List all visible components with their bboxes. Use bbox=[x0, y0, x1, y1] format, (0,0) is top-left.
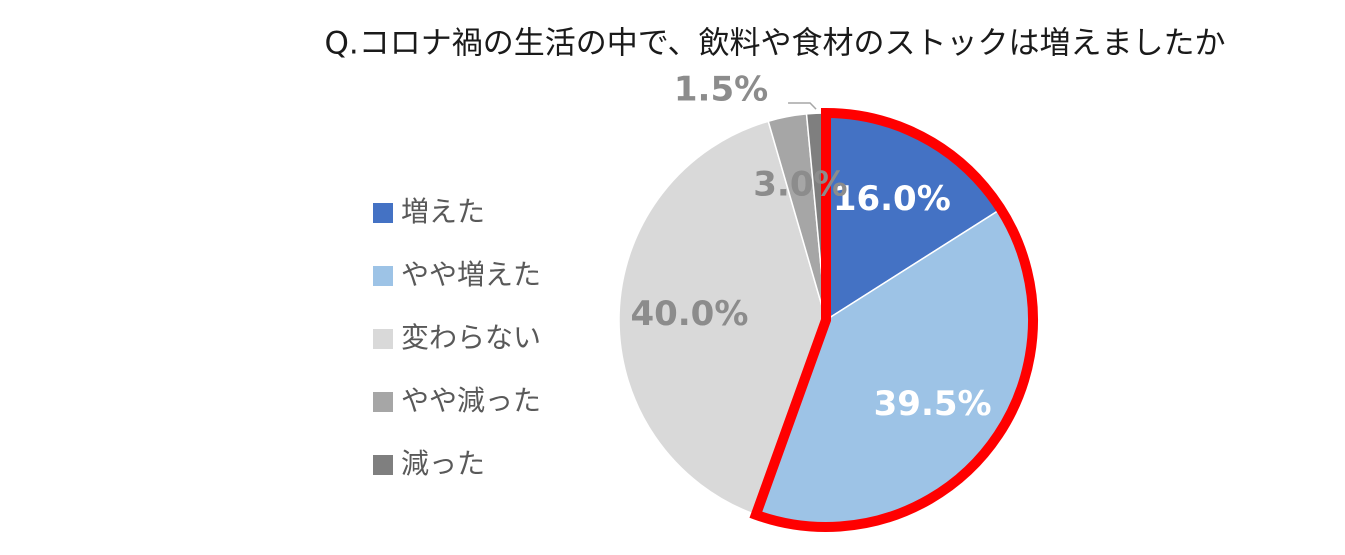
legend-label: 変わらない bbox=[401, 321, 541, 354]
data-label: 39.5% bbox=[874, 384, 992, 424]
pie-slice bbox=[618, 120, 827, 516]
legend-swatch bbox=[373, 392, 393, 412]
legend-swatch bbox=[373, 455, 393, 475]
legend-label: 減った bbox=[401, 447, 485, 480]
data-label: 1.5% bbox=[674, 70, 768, 110]
legend-swatch bbox=[373, 329, 393, 349]
chart-title: Q.コロナ禍の生活の中で、飲料や食材のストックは増えましたか bbox=[324, 26, 1225, 62]
legend-label: 増えた bbox=[401, 195, 485, 228]
leader-line bbox=[788, 102, 817, 110]
data-label: 40.0% bbox=[630, 294, 748, 334]
legend-swatch bbox=[373, 266, 393, 286]
highlight-outline bbox=[749, 107, 1038, 532]
legend-swatch bbox=[373, 203, 393, 223]
data-label: 16.0% bbox=[833, 179, 951, 219]
legend-label: やや減った bbox=[401, 384, 541, 417]
legend-label: やや増えた bbox=[401, 258, 541, 291]
data-label: 3.0% bbox=[753, 164, 847, 204]
